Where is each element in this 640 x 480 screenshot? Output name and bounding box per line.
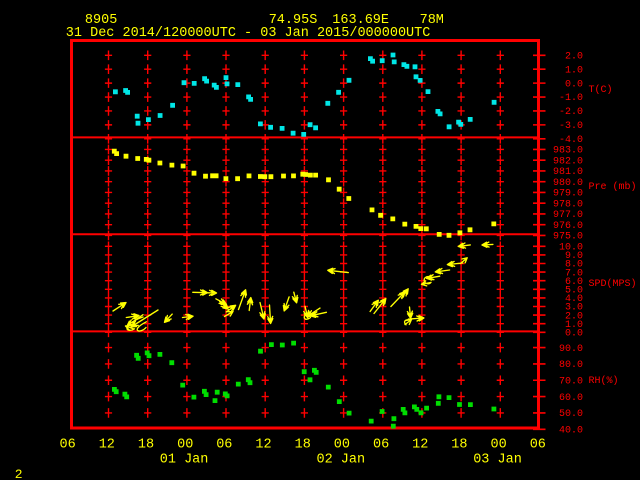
svg-text:06: 06 bbox=[373, 438, 389, 453]
svg-text:74.95S: 74.95S bbox=[269, 13, 318, 28]
svg-text:976.0: 976.0 bbox=[553, 221, 583, 232]
svg-text:80.0: 80.0 bbox=[559, 360, 583, 371]
svg-text:0.0: 0.0 bbox=[565, 79, 583, 90]
svg-text:1.0: 1.0 bbox=[565, 65, 583, 76]
svg-text:7.0: 7.0 bbox=[565, 268, 583, 279]
svg-text:-1.0: -1.0 bbox=[559, 93, 583, 104]
svg-text:4.0: 4.0 bbox=[565, 294, 583, 305]
svg-text:2.0: 2.0 bbox=[565, 51, 583, 62]
svg-text:978.0: 978.0 bbox=[553, 199, 583, 210]
svg-text:06: 06 bbox=[216, 438, 232, 453]
svg-text:0.0: 0.0 bbox=[565, 329, 583, 340]
svg-text:982.0: 982.0 bbox=[553, 156, 583, 167]
svg-text:00: 00 bbox=[334, 438, 350, 453]
svg-text:8.0: 8.0 bbox=[565, 260, 583, 271]
svg-text:12: 12 bbox=[412, 438, 428, 453]
svg-text:03 Jan: 03 Jan bbox=[473, 453, 522, 468]
svg-text:06: 06 bbox=[530, 438, 546, 453]
svg-text:18: 18 bbox=[295, 438, 311, 453]
svg-text:18: 18 bbox=[138, 438, 154, 453]
svg-text:977.0: 977.0 bbox=[553, 210, 583, 221]
svg-text:12: 12 bbox=[99, 438, 115, 453]
svg-text:01 Jan: 01 Jan bbox=[160, 453, 209, 468]
svg-text:12: 12 bbox=[255, 438, 271, 453]
svg-text:2.0: 2.0 bbox=[565, 311, 583, 322]
svg-text:00: 00 bbox=[177, 438, 193, 453]
svg-text:983.0: 983.0 bbox=[553, 146, 583, 157]
svg-text:50.0: 50.0 bbox=[559, 409, 583, 420]
svg-text:T(C): T(C) bbox=[589, 84, 613, 96]
svg-text:SPD(MPS): SPD(MPS) bbox=[589, 278, 637, 290]
svg-text:02 Jan: 02 Jan bbox=[316, 453, 365, 468]
svg-text:6.0: 6.0 bbox=[565, 277, 583, 288]
svg-text:78M: 78M bbox=[420, 13, 444, 28]
svg-text:40.0: 40.0 bbox=[559, 426, 583, 437]
svg-text:-3.0: -3.0 bbox=[559, 121, 583, 132]
svg-text:70.0: 70.0 bbox=[559, 376, 583, 387]
svg-text:9.0: 9.0 bbox=[565, 251, 583, 262]
svg-text:979.0: 979.0 bbox=[553, 189, 583, 200]
svg-text:163.69E: 163.69E bbox=[332, 13, 389, 28]
svg-text:10.0: 10.0 bbox=[559, 243, 583, 254]
svg-text:5.0: 5.0 bbox=[565, 286, 583, 297]
svg-text:60.0: 60.0 bbox=[559, 393, 583, 404]
svg-text:975.0: 975.0 bbox=[553, 232, 583, 243]
svg-text:18: 18 bbox=[451, 438, 467, 453]
svg-text:8905: 8905 bbox=[85, 13, 117, 28]
svg-text:RH(%): RH(%) bbox=[589, 375, 619, 387]
svg-text:1.0: 1.0 bbox=[565, 320, 583, 331]
svg-text:980.0: 980.0 bbox=[553, 178, 583, 189]
svg-text:981.0: 981.0 bbox=[553, 167, 583, 178]
svg-text:31 Dec 2014/120000UTC - 03 Jan: 31 Dec 2014/120000UTC - 03 Jan 2015/0000… bbox=[66, 26, 431, 41]
svg-text:90.0: 90.0 bbox=[559, 344, 583, 355]
svg-text:2: 2 bbox=[15, 467, 23, 480]
svg-text:-4.0: -4.0 bbox=[559, 135, 583, 146]
svg-text:Pre (mb): Pre (mb) bbox=[589, 181, 637, 193]
svg-text:3.0: 3.0 bbox=[565, 303, 583, 314]
svg-text:-2.0: -2.0 bbox=[559, 107, 583, 118]
svg-text:00: 00 bbox=[490, 438, 506, 453]
svg-text:06: 06 bbox=[59, 438, 75, 453]
